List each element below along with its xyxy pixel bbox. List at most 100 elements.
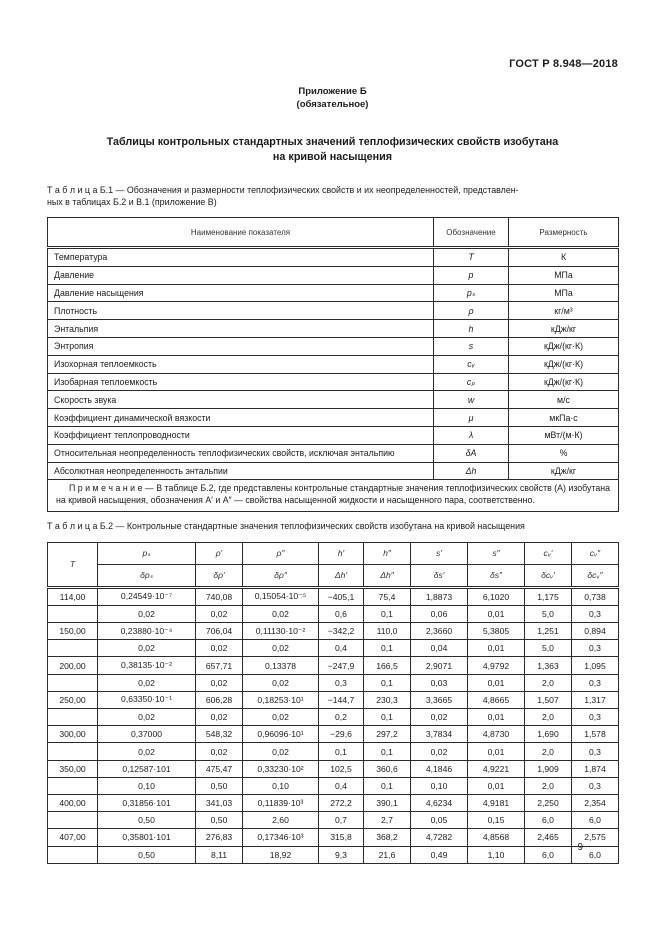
uncertainty-cell: 0,02 bbox=[97, 742, 196, 761]
value-cell: 368,2 bbox=[363, 828, 411, 847]
uncertainty-cell: 0,1 bbox=[363, 742, 411, 761]
uncertainty-cell: 6,0 bbox=[524, 845, 572, 864]
table-b1-note: П р и м е ч а н и е — В таблице Б.2, где… bbox=[47, 479, 619, 513]
page-title: Таблицы контрольных стандартных значений… bbox=[47, 135, 618, 164]
temperature-cell-empty bbox=[47, 604, 98, 624]
value-cell: 360,6 bbox=[363, 759, 411, 778]
uncertainty-cell: 18,92 bbox=[242, 845, 319, 864]
uncertainty-cell: 0,3 bbox=[571, 776, 619, 795]
uncertainty-cell: 0,10 bbox=[97, 776, 196, 795]
value-cell: 1,578 bbox=[571, 725, 619, 744]
property-unit: кг/м³ bbox=[508, 301, 619, 321]
table-b2-symbol-header: cᵥ″ bbox=[571, 541, 619, 565]
table-b2-uncertainty-header: δcᵥ″ bbox=[571, 563, 619, 589]
table-b2-symbol-header: h″ bbox=[363, 541, 411, 565]
table-b2-uncertainty-row: 0,02 0,02 0,02 0,2 0,1 0,02 0,01 2,0 0,3 bbox=[47, 708, 619, 727]
uncertainty-cell: 0,3 bbox=[571, 742, 619, 761]
property-unit: кДж/кг bbox=[508, 319, 619, 339]
value-cell: −405,1 bbox=[318, 586, 364, 606]
table-b1-row: Температура T К bbox=[47, 247, 619, 267]
uncertainty-cell: 0,02 bbox=[195, 708, 243, 727]
value-cell: 0,13378 bbox=[242, 656, 319, 675]
uncertainty-cell: 0,01 bbox=[467, 742, 525, 761]
temperature-cell-empty bbox=[47, 776, 98, 795]
table-b2-caption: Т а б л и ц а Б.2 — Контрольные стандарт… bbox=[47, 521, 525, 532]
table-b2-uncertainty-header: δs″ bbox=[467, 563, 525, 589]
table-b1-row: Абсолютная неопределенность энтальпии Δh к… bbox=[47, 461, 619, 481]
uncertainty-cell: 0,02 bbox=[410, 742, 468, 761]
value-cell: 475,47 bbox=[195, 759, 243, 778]
uncertainty-cell: 0,1 bbox=[363, 708, 411, 727]
value-cell: 2,575 bbox=[571, 828, 619, 847]
value-cell: 4,9181 bbox=[467, 793, 525, 813]
property-unit: м/с bbox=[508, 390, 619, 410]
table-b2-body: 114,00 0,24549·10⁻⁷ 740,08 0,15054·10⁻⁵ −405… bbox=[47, 586, 619, 864]
uncertainty-cell: 0,02 bbox=[195, 742, 243, 761]
value-cell: 4,6234 bbox=[410, 793, 468, 813]
table-b2-symbol-header: s″ bbox=[467, 541, 525, 565]
property-name: Коэффициент теплопроводности bbox=[47, 426, 434, 445]
value-cell: −144,7 bbox=[318, 690, 364, 710]
table-b2-value-row: 407,00 0,35801·101 276,83 0,17346·10³ 315,8 3… bbox=[47, 828, 619, 847]
uncertainty-cell: 0,03 bbox=[410, 673, 468, 692]
value-cell: 272,2 bbox=[318, 793, 364, 813]
value-cell: −342,2 bbox=[318, 622, 364, 641]
property-symbol: h bbox=[433, 319, 509, 339]
uncertainty-cell: 9,3 bbox=[318, 845, 364, 864]
table-b2-value-row: 200,00 0,38135·10⁻² 657,71 0,13378 −247,9 166… bbox=[47, 656, 619, 675]
page-title-line2: на кривой насыщения bbox=[272, 150, 393, 163]
table-b2-symbol-header: cᵥ′ bbox=[524, 541, 572, 565]
value-cell: 5,3805 bbox=[467, 622, 525, 641]
uncertainty-cell: 0,02 bbox=[97, 639, 196, 658]
value-cell: 2,3660 bbox=[410, 622, 468, 641]
table-b2-uncertainty-row: 0,02 0,02 0,02 0,1 0,1 0,02 0,01 2,0 0,3 bbox=[47, 742, 619, 761]
value-cell: −29,6 bbox=[318, 725, 364, 744]
table-b1-row: Энтальпия h кДж/кг bbox=[47, 319, 619, 339]
value-cell: 4,1846 bbox=[410, 759, 468, 778]
uncertainty-cell: 0,02 bbox=[242, 708, 319, 727]
table-b2-uncertainty-row: 0,02 0,02 0,02 0,4 0,1 0,04 0,01 5,0 0,3 bbox=[47, 639, 619, 658]
value-cell: 706,04 bbox=[195, 622, 243, 641]
uncertainty-cell: 0,02 bbox=[195, 604, 243, 624]
property-symbol: cᵥ bbox=[433, 354, 509, 374]
temperature-cell: 114,00 bbox=[47, 586, 98, 606]
page-title-line1: Таблицы контрольных стандартных значений… bbox=[106, 136, 559, 148]
property-symbol: ρ bbox=[433, 301, 509, 321]
table-b2-uncertainty-row: 0,02 0,02 0,02 0,6 0,1 0,06 0,01 5,0 0,3 bbox=[47, 604, 619, 624]
table-b2-value-row: 150,00 0,23880·10⁻⁴ 706,04 0,11130·10⁻² −342… bbox=[47, 622, 619, 641]
value-cell: 390,1 bbox=[363, 793, 411, 813]
temperature-cell: 300,00 bbox=[47, 725, 98, 744]
value-cell: 4,9221 bbox=[467, 759, 525, 778]
table-b2-uncertainty-row: 0,10 0,50 0,10 0,4 0,1 0,10 0,01 2,0 0,3 bbox=[47, 776, 619, 795]
uncertainty-cell: 0,4 bbox=[318, 776, 364, 795]
uncertainty-cell: 0,3 bbox=[571, 604, 619, 624]
table-b2-uncertainty-header: δpₛ bbox=[97, 563, 196, 589]
property-name: Изобарная теплоемкость bbox=[47, 372, 434, 392]
uncertainty-cell: 0,1 bbox=[363, 604, 411, 624]
uncertainty-cell: 0,02 bbox=[242, 639, 319, 658]
table-b1-row: Энтропия s кДж/(кг·К) bbox=[47, 337, 619, 356]
value-cell: 1,507 bbox=[524, 690, 572, 710]
uncertainty-cell: 0,02 bbox=[97, 673, 196, 692]
temperature-cell: 407,00 bbox=[47, 828, 98, 847]
property-name: Температура bbox=[47, 247, 434, 267]
uncertainty-cell: 0,2 bbox=[318, 708, 364, 727]
table-b2-value-row: 250,00 0,63350·10⁻¹ 606,28 0,18253·10¹ −144,… bbox=[47, 690, 619, 710]
property-unit: кДж/кг bbox=[508, 461, 619, 481]
uncertainty-cell: 0,15 bbox=[467, 811, 525, 830]
uncertainty-cell: 0,01 bbox=[467, 604, 525, 624]
temperature-cell: 150,00 bbox=[47, 622, 98, 641]
uncertainty-cell: 0,10 bbox=[242, 776, 319, 795]
value-cell: 276,83 bbox=[195, 828, 243, 847]
uncertainty-cell: 21,6 bbox=[363, 845, 411, 864]
uncertainty-cell: 2,60 bbox=[242, 811, 319, 830]
table-b1-body: Температура T К Давление p МПа Давление насыще… bbox=[47, 247, 619, 481]
table-b2-symbol-header: ρ″ bbox=[242, 541, 319, 565]
uncertainty-cell: 0,02 bbox=[195, 639, 243, 658]
property-unit: К bbox=[508, 247, 619, 267]
appendix-title: Приложение Б bbox=[298, 86, 367, 97]
uncertainty-cell: 8,11 bbox=[195, 845, 243, 864]
uncertainty-cell: 0,1 bbox=[363, 776, 411, 795]
temperature-cell-empty bbox=[47, 639, 98, 658]
